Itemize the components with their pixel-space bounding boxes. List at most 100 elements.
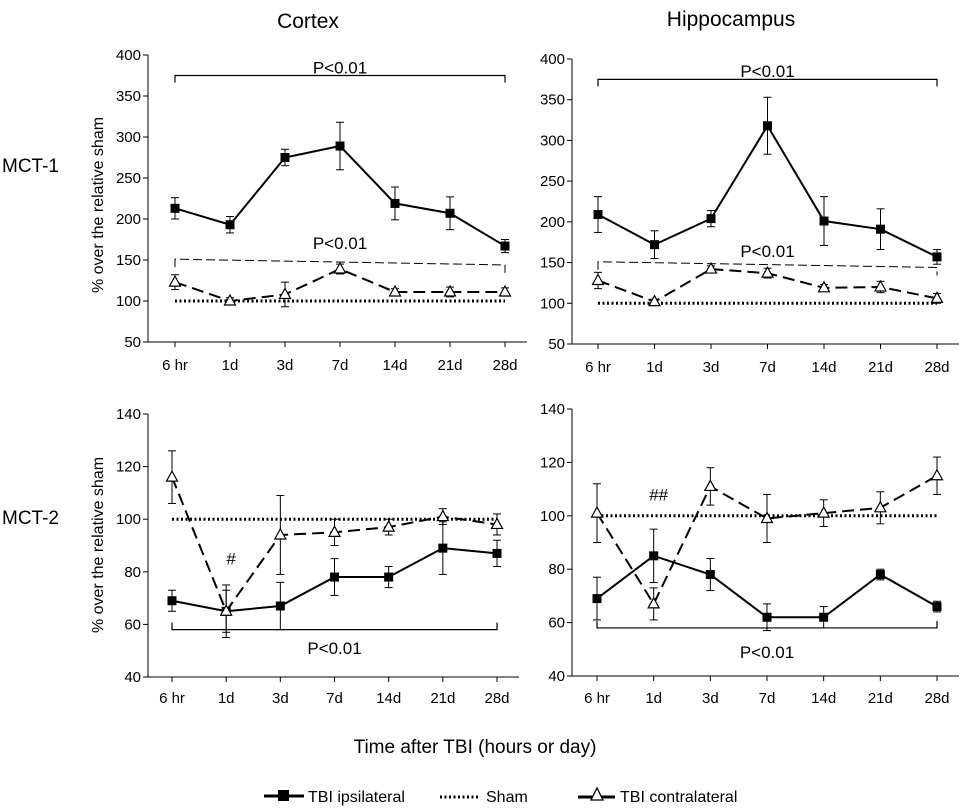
legend-label-tbi-ipsilateral: TBI ipsilateral bbox=[308, 789, 405, 806]
data-point-tbi-contralateral bbox=[223, 293, 237, 306]
data-point-tbi-ipsilateral bbox=[330, 572, 339, 582]
y-tick-label: 250 bbox=[116, 170, 141, 187]
data-point-tbi-contralateral bbox=[930, 291, 944, 303]
data-point-tbi-ipsilateral bbox=[438, 543, 448, 553]
data-point-tbi-contralateral bbox=[647, 596, 661, 609]
significance-label: P<0.01 bbox=[740, 643, 794, 662]
data-point-tbi-contralateral bbox=[327, 525, 342, 537]
data-point-tbi-ipsilateral bbox=[592, 594, 602, 604]
data-point-tbi-ipsilateral bbox=[384, 572, 394, 582]
data-point-tbi-ipsilateral bbox=[876, 224, 885, 234]
data-point-tbi-ipsilateral bbox=[500, 241, 510, 251]
x-tick-label: 7d bbox=[332, 357, 349, 374]
y-tick-label: 350 bbox=[116, 88, 141, 105]
data-point-tbi-ipsilateral bbox=[705, 570, 715, 580]
data-point-tbi-ipsilateral bbox=[167, 596, 177, 606]
data-point-tbi-contralateral bbox=[590, 505, 604, 518]
y-tick-label: 200 bbox=[540, 214, 565, 231]
panel-mct1-hippocampus: 50 100 150 200 250 300 350 400 6 hr 1d 3d 7d 14d 21d 2… bbox=[540, 51, 959, 376]
y-tick-label: 400 bbox=[116, 47, 141, 64]
x-tick-label: 21d bbox=[437, 357, 462, 374]
legend-item-tbi-ipsilateral: TBI ipsilateral bbox=[264, 789, 405, 806]
data-point-tbi-contralateral bbox=[591, 273, 605, 286]
data-point-tbi-contralateral bbox=[930, 468, 944, 481]
y-tick-label: 100 bbox=[116, 511, 141, 528]
column-title-cortex: Cortex bbox=[277, 10, 339, 33]
y-tick-label: 80 bbox=[124, 564, 141, 581]
x-tick-label: 7d bbox=[759, 690, 776, 707]
x-tick-label: 1d bbox=[645, 690, 662, 707]
x-tick-label: 6 hr bbox=[162, 357, 188, 374]
data-point-tbi-ipsilateral bbox=[649, 551, 659, 561]
x-tick-label: 6 hr bbox=[584, 690, 610, 707]
y-tick-label: 100 bbox=[116, 293, 141, 310]
x-tick-label: 3d bbox=[277, 357, 294, 374]
data-point-tbi-ipsilateral bbox=[280, 153, 290, 162]
significance-label: P<0.01 bbox=[313, 234, 367, 253]
data-point-tbi-ipsilateral bbox=[275, 601, 285, 611]
data-point-tbi-ipsilateral bbox=[390, 198, 400, 208]
y-tick-label: 200 bbox=[116, 211, 141, 228]
data-point-tbi-ipsilateral bbox=[492, 548, 502, 558]
data-point-tbi-contralateral bbox=[219, 604, 233, 616]
y-tick-label: 140 bbox=[116, 406, 141, 423]
data-point-tbi-ipsilateral bbox=[932, 252, 942, 262]
data-point-tbi-contralateral bbox=[498, 284, 512, 297]
x-tick-label: 3d bbox=[272, 690, 289, 707]
y-tick-label: 350 bbox=[540, 92, 565, 109]
y-tick-label: 120 bbox=[540, 454, 565, 471]
row-label-mct1: MCT-1 bbox=[2, 156, 59, 177]
data-point-tbi-ipsilateral bbox=[763, 121, 772, 131]
legend: TBI ipsilateral Sham TBI contralateral bbox=[264, 786, 737, 806]
y-tick-label: 100 bbox=[540, 508, 565, 525]
x-tick-label: 1d bbox=[222, 357, 239, 374]
data-point-tbi-ipsilateral bbox=[335, 141, 345, 151]
legend-item-sham: Sham bbox=[440, 789, 528, 806]
significance-bracket-dashed bbox=[597, 261, 938, 276]
x-tick-label: 21d bbox=[430, 690, 455, 707]
data-point-tbi-contralateral bbox=[165, 469, 179, 482]
x-tick-label: 28d bbox=[484, 690, 509, 707]
y-tick-label: 60 bbox=[124, 616, 141, 633]
y-tick-label: 40 bbox=[548, 668, 565, 685]
x-tick-label: 1d bbox=[646, 359, 663, 376]
y-axis-label-bottom: % over the relative sham bbox=[90, 457, 107, 633]
significance-bracket-dashed bbox=[174, 258, 506, 273]
x-tick-label: 28d bbox=[924, 690, 949, 707]
y-tick-label: 60 bbox=[548, 615, 565, 632]
data-point-tbi-contralateral bbox=[443, 284, 457, 297]
data-point-tbi-ipsilateral bbox=[819, 216, 829, 226]
significance-marker: # bbox=[226, 550, 236, 569]
data-point-tbi-ipsilateral bbox=[170, 203, 180, 213]
data-point-tbi-contralateral bbox=[388, 284, 402, 297]
panel-mct1-cortex: 50 100 150 200 250 300 350 400 6 hr 1d 3d 7d 14d 21d 2… bbox=[116, 47, 527, 374]
data-point-tbi-contralateral bbox=[703, 479, 717, 492]
legend-square-marker bbox=[278, 790, 289, 801]
data-point-tbi-contralateral bbox=[382, 519, 396, 532]
data-point-tbi-contralateral bbox=[817, 505, 831, 518]
data-point-tbi-contralateral bbox=[333, 261, 347, 274]
x-tick-label: 14d bbox=[382, 357, 407, 374]
data-point-tbi-ipsilateral bbox=[875, 570, 885, 580]
data-point-tbi-contralateral bbox=[760, 265, 775, 278]
data-point-tbi-contralateral bbox=[168, 274, 182, 287]
x-axis-label: Time after TBI (hours or day) bbox=[354, 737, 597, 758]
x-tick-label: 14d bbox=[811, 690, 836, 707]
y-tick-label: 150 bbox=[540, 255, 565, 272]
x-tick-label: 14d bbox=[376, 690, 401, 707]
legend-item-tbi-contralateral: TBI contralateral bbox=[578, 786, 737, 806]
panel-mct2-cortex: 40 60 80 100 120 140 6 hr 1d 3d 7d 14d 21d 28d P<0.01… bbox=[116, 406, 519, 707]
data-point-tbi-contralateral bbox=[273, 527, 287, 540]
data-point-tbi-contralateral bbox=[647, 294, 662, 307]
y-tick-label: 100 bbox=[540, 295, 565, 312]
x-tick-label: 7d bbox=[759, 359, 776, 376]
data-point-tbi-ipsilateral bbox=[650, 240, 659, 250]
y-tick-label: 400 bbox=[540, 51, 565, 68]
y-tick-label: 150 bbox=[116, 252, 141, 269]
data-point-tbi-ipsilateral bbox=[225, 220, 235, 230]
significance-bracket bbox=[596, 620, 938, 629]
x-tick-label: 6 hr bbox=[159, 690, 185, 707]
y-tick-label: 300 bbox=[540, 132, 565, 149]
significance-bracket bbox=[597, 78, 938, 87]
